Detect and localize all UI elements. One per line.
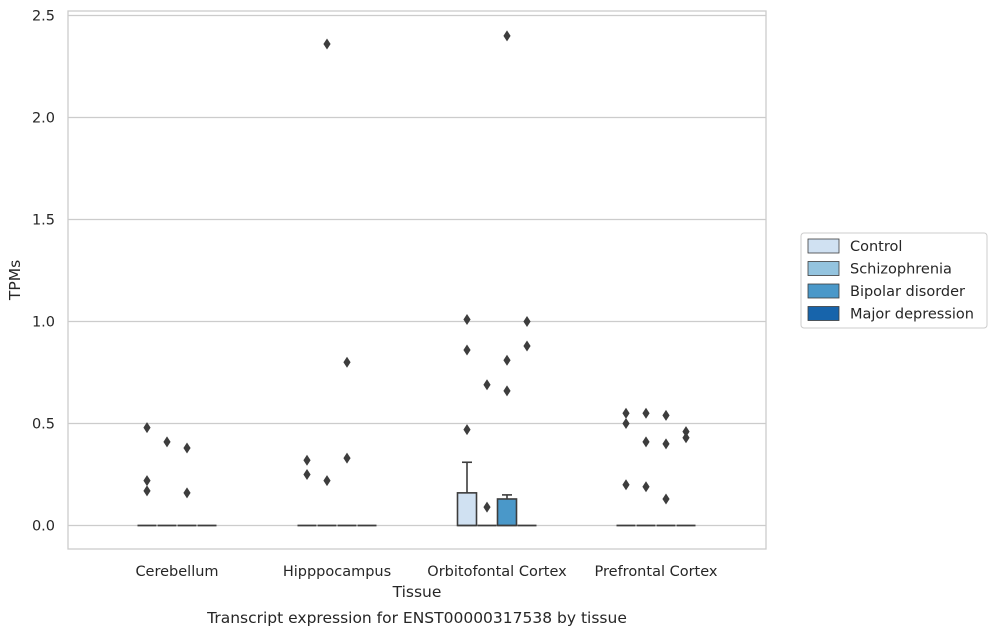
outlier-point [183, 487, 191, 499]
y-tick-label: 0.0 [32, 519, 55, 535]
outlier-points [143, 30, 690, 513]
outlier-point [662, 438, 670, 450]
outlier-point [622, 407, 630, 419]
y-tick-label: 2.5 [32, 9, 55, 25]
y-tick-label: 1.5 [32, 213, 55, 229]
outlier-point [483, 501, 491, 513]
outlier-point [642, 481, 650, 493]
chart-caption: Transcript expression for ENST0000031753… [206, 609, 627, 627]
outlier-point [343, 452, 351, 464]
legend-label: Schizophrenia [850, 262, 952, 278]
legend-frame [800, 232, 988, 329]
outlier-point [343, 356, 351, 368]
legend-swatch [807, 283, 840, 299]
x-tick-label: Cerebellum [135, 564, 218, 580]
outlier-point [463, 424, 471, 436]
outlier-point [483, 379, 491, 391]
legend-label: Bipolar disorder [850, 284, 965, 300]
legend-swatch [807, 306, 840, 321]
x-axis-label: Tissue [392, 583, 442, 601]
legend: Control Schizophrenia Bipolar disorder Majo… [800, 232, 988, 329]
box [496, 498, 518, 527]
outlier-point [682, 426, 690, 438]
outlier-point [463, 313, 471, 325]
outlier-point [323, 475, 331, 487]
y-axis-label: TPMs [6, 260, 24, 301]
box [456, 492, 478, 527]
legend-label: Major depression [850, 307, 974, 323]
y-tick-label: 1.0 [32, 315, 55, 331]
legend-swatch [807, 261, 840, 276]
legend-swatch [807, 238, 840, 254]
outlier-point [662, 409, 670, 421]
outlier-point [503, 354, 511, 366]
outlier-point [523, 316, 531, 327]
boxes [137, 461, 696, 527]
gridlines [68, 14, 766, 527]
outlier-point [463, 344, 471, 356]
x-tick-label: Hipppocampus [283, 564, 391, 580]
outlier-point [642, 407, 650, 419]
outlier-point [523, 340, 531, 352]
outlier-point [143, 422, 151, 434]
plot-area-frame [67, 10, 767, 550]
outlier-point [163, 436, 171, 448]
outlier-point [622, 479, 630, 491]
y-tick-label: 0.5 [32, 417, 55, 433]
y-tick-labels: 0.0 0.5 1.0 1.5 2.0 2.5 [32, 9, 55, 535]
x-tick-label: Prefrontal Cortex [595, 564, 718, 580]
outlier-point [303, 454, 311, 466]
outlier-point [503, 385, 511, 397]
outlier-point [323, 38, 331, 50]
outlier-point [662, 493, 670, 505]
outlier-point [503, 30, 511, 42]
outlier-point [143, 475, 151, 487]
outlier-point [143, 485, 151, 497]
x-tick-label: Orbitofontal Cortex [427, 564, 567, 580]
outlier-point [642, 436, 650, 448]
x-tick-labels: Cerebellum Hipppocampus Orbitofontal Corte… [135, 564, 717, 580]
legend-label: Control [850, 239, 902, 255]
outlier-point [682, 432, 690, 444]
outlier-point [183, 442, 191, 454]
y-tick-label: 2.0 [32, 111, 55, 127]
outlier-point [622, 418, 630, 429]
outlier-point [303, 469, 311, 480]
